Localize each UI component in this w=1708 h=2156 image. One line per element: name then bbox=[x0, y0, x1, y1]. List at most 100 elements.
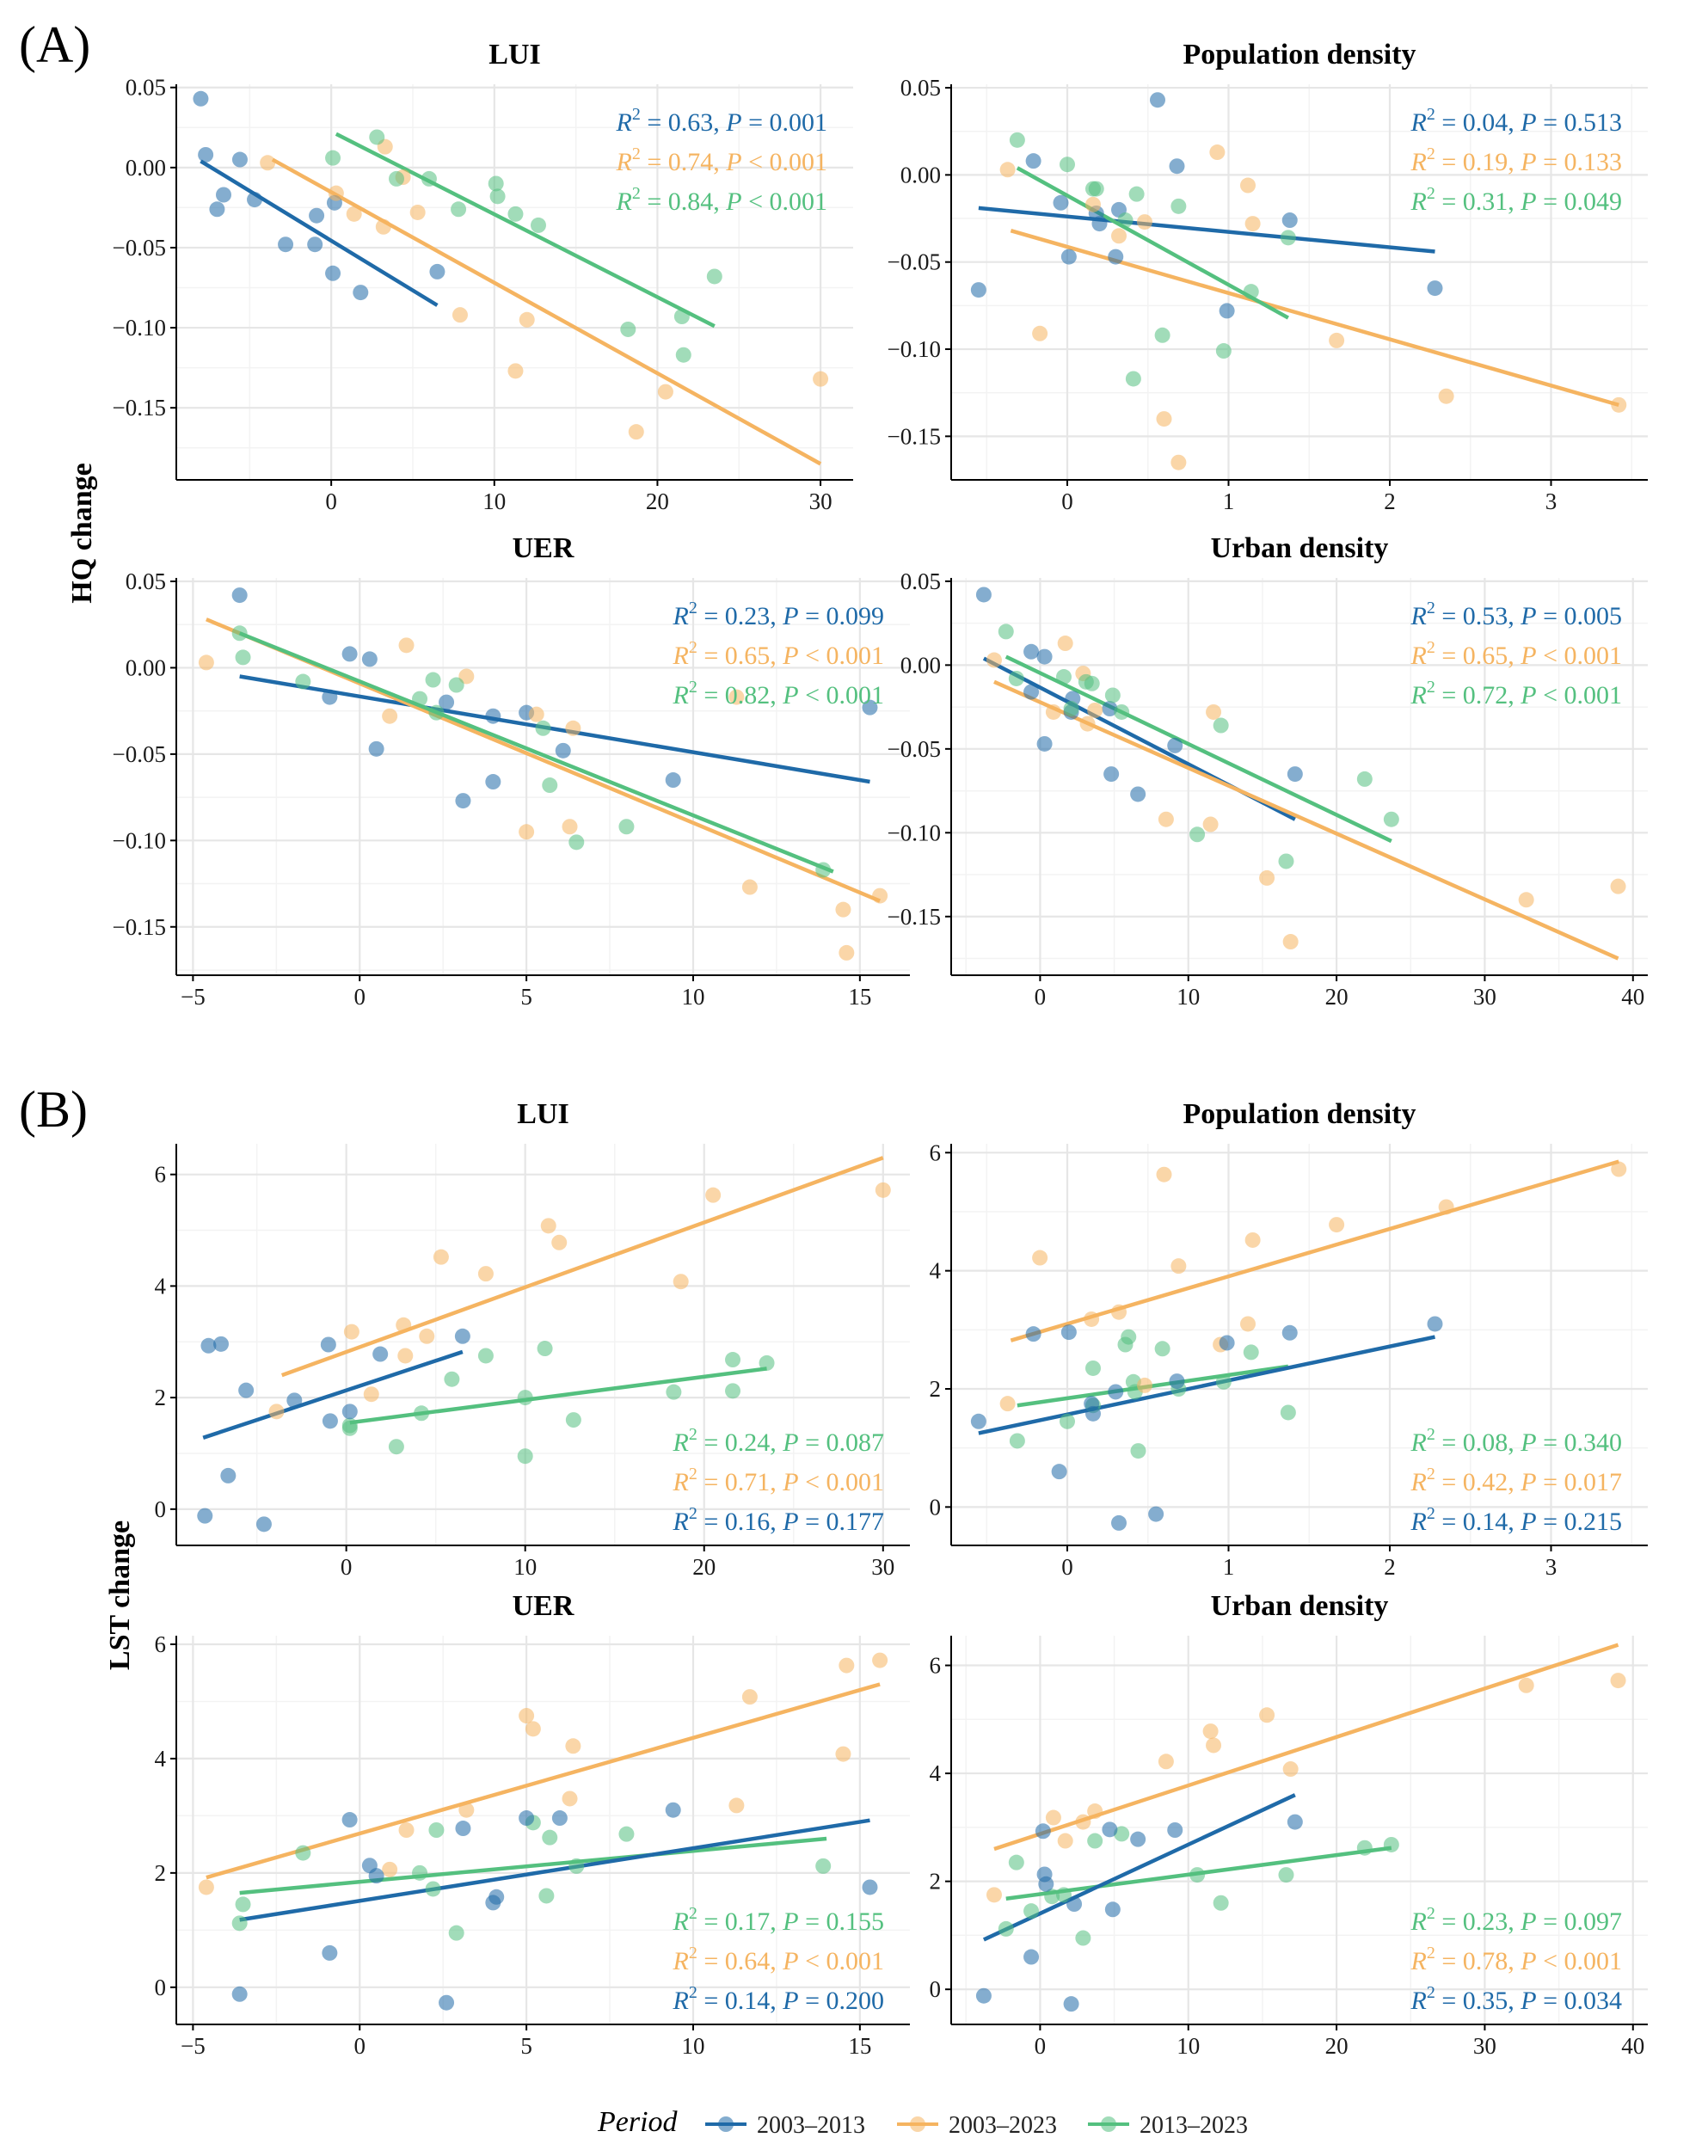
y-tick-label: 6 bbox=[930, 1139, 942, 1165]
x-tick-label: 30 bbox=[871, 1554, 894, 1580]
legend-label-2003-2013: 2003–2013 bbox=[757, 2112, 865, 2139]
data-point-2003–2013 bbox=[238, 1382, 255, 1398]
data-point-2003–2013 bbox=[485, 708, 501, 724]
data-point-2003–2023 bbox=[872, 888, 888, 904]
data-point-2003–2013 bbox=[665, 1802, 681, 1818]
data-point-2013–2023 bbox=[1189, 1867, 1206, 1883]
data-point-2003–2023 bbox=[328, 185, 344, 201]
y-tick-label: 0 bbox=[930, 1976, 942, 2002]
panel-title: Urban density bbox=[1211, 532, 1389, 564]
data-point-2013–2023 bbox=[673, 309, 690, 325]
legend-point-2003-2013 bbox=[718, 2116, 734, 2132]
data-point-2003–2023 bbox=[835, 1746, 851, 1762]
x-tick-label: 2 bbox=[1384, 488, 1396, 514]
data-point-2013–2023 bbox=[1060, 157, 1075, 173]
data-point-2003–2013 bbox=[1167, 1822, 1183, 1838]
y-tick-label: 0.05 bbox=[126, 75, 166, 101]
data-point-2003–2023 bbox=[813, 371, 829, 387]
data-point-2013–2023 bbox=[1170, 198, 1187, 214]
legend: Period 2003–2013 2003–2023 2013–2023 bbox=[597, 2106, 1248, 2139]
x-tick-label: 0 bbox=[354, 2033, 366, 2059]
data-point-2003–2013 bbox=[286, 1392, 303, 1409]
y-axis-label-hq: HQ change bbox=[66, 463, 98, 603]
data-point-2003–2023 bbox=[1282, 934, 1299, 950]
data-point-2003–2023 bbox=[1158, 1754, 1174, 1770]
x-tick-label: 0 bbox=[354, 984, 366, 1010]
data-point-2013–2023 bbox=[414, 1405, 430, 1422]
data-point-2013–2023 bbox=[1044, 1889, 1060, 1905]
data-point-2003–2023 bbox=[1329, 1217, 1345, 1233]
data-point-2003–2013 bbox=[1025, 1326, 1041, 1342]
data-point-2003–2023 bbox=[397, 1348, 414, 1364]
data-point-2003–2023 bbox=[363, 1386, 379, 1403]
panel-a-urban-density: 0 10 20 30 40 0.05 0.00 −0.05 −0.10 −0.15 Urban de… bbox=[888, 532, 1648, 1010]
data-point-2003–2023 bbox=[1206, 703, 1222, 720]
panel-b-uer: −5 0 5 10 15 0 2 4 6 UER R2 = 0.17, P = 0.155 R2 = … bbox=[155, 1590, 910, 2059]
data-point-2013–2023 bbox=[448, 677, 464, 693]
y-tick-label: −0.10 bbox=[113, 315, 166, 341]
fit-line-2003–2013 bbox=[239, 1818, 870, 1922]
data-point-2003–2023 bbox=[728, 689, 745, 705]
data-point-2003–2023 bbox=[409, 204, 426, 220]
data-point-2013–2023 bbox=[231, 1915, 248, 1932]
data-point-2003–2013 bbox=[1219, 303, 1235, 319]
data-point-2003–2013 bbox=[488, 1889, 505, 1905]
data-point-2013–2023 bbox=[998, 1920, 1014, 1937]
data-point-2003–2023 bbox=[1282, 1761, 1299, 1778]
data-point-2003–2023 bbox=[433, 1249, 449, 1265]
data-point-2003–2023 bbox=[458, 1802, 475, 1818]
data-point-2003–2023 bbox=[343, 1324, 359, 1340]
panel-b-population-density: 0 1 2 3 0 2 4 6 Population density R2 = 0.08, P =… bbox=[930, 1098, 1648, 1580]
data-point-2013–2023 bbox=[412, 1864, 428, 1881]
legend-item-2003-2013: 2003–2013 bbox=[705, 2112, 865, 2139]
data-point-2013–2023 bbox=[517, 1390, 533, 1406]
data-point-2003–2013 bbox=[862, 699, 878, 716]
data-point-2003–2013 bbox=[1051, 1464, 1067, 1480]
data-point-2003–2013 bbox=[1108, 1384, 1124, 1400]
data-point-2003–2013 bbox=[231, 1986, 248, 2002]
data-point-2003–2013 bbox=[1169, 158, 1185, 175]
x-tick-label: 15 bbox=[848, 984, 871, 1010]
data-point-2003–2013 bbox=[1287, 1814, 1303, 1830]
data-point-2013–2023 bbox=[1154, 1341, 1170, 1357]
data-point-2003–2013 bbox=[213, 1336, 230, 1352]
stat-annotation-2003–2013: R2 = 0.35, P = 0.034 bbox=[1410, 1983, 1623, 2015]
data-point-2003–2013 bbox=[439, 694, 455, 710]
data-point-2003–2023 bbox=[1206, 1737, 1222, 1754]
panel-title: UER bbox=[513, 532, 574, 564]
y-tick-label: −0.15 bbox=[113, 914, 166, 940]
data-point-2013–2023 bbox=[998, 623, 1014, 640]
data-point-2003–2023 bbox=[1137, 214, 1152, 230]
data-point-2003–2023 bbox=[1518, 1677, 1534, 1693]
data-point-2013–2023 bbox=[542, 1829, 558, 1846]
data-point-2013–2023 bbox=[1087, 1833, 1103, 1849]
data-point-2003–2013 bbox=[1091, 216, 1108, 232]
data-point-2013–2023 bbox=[1008, 670, 1024, 686]
data-point-2003–2023 bbox=[528, 706, 544, 722]
data-point-2013–2023 bbox=[535, 720, 551, 736]
stat-annotation-2003–2013: R2 = 0.23, P = 0.099 bbox=[673, 599, 885, 630]
data-point-2013–2023 bbox=[369, 129, 385, 145]
data-point-2013–2023 bbox=[507, 206, 524, 222]
data-point-2013–2023 bbox=[1280, 230, 1296, 246]
x-tick-label: 30 bbox=[1473, 984, 1496, 1010]
data-point-2003–2023 bbox=[562, 819, 578, 835]
data-point-2003–2013 bbox=[862, 1879, 878, 1895]
data-point-2013–2023 bbox=[1088, 181, 1104, 197]
data-point-2003–2023 bbox=[1156, 411, 1172, 427]
data-point-2013–2023 bbox=[1121, 1329, 1137, 1345]
data-point-2003–2023 bbox=[507, 363, 524, 379]
data-point-2013–2023 bbox=[235, 649, 251, 666]
data-point-2003–2023 bbox=[562, 1791, 578, 1807]
data-point-2003–2013 bbox=[198, 146, 214, 163]
data-point-2013–2023 bbox=[1215, 343, 1232, 359]
data-point-2003–2023 bbox=[382, 708, 398, 724]
data-point-2003–2013 bbox=[193, 90, 209, 107]
data-point-2003–2023 bbox=[346, 206, 362, 222]
fit-line-2003–2013 bbox=[239, 674, 870, 784]
fit-line-2003–2023 bbox=[271, 157, 822, 466]
y-tick-label: 0.00 bbox=[126, 155, 166, 181]
stat-annotation-2003–2013: R2 = 0.14, P = 0.200 bbox=[673, 1983, 885, 2015]
y-tick-label: −0.15 bbox=[113, 395, 166, 421]
stat-annotation-2003–2023: R2 = 0.65, P < 0.001 bbox=[1410, 638, 1623, 670]
